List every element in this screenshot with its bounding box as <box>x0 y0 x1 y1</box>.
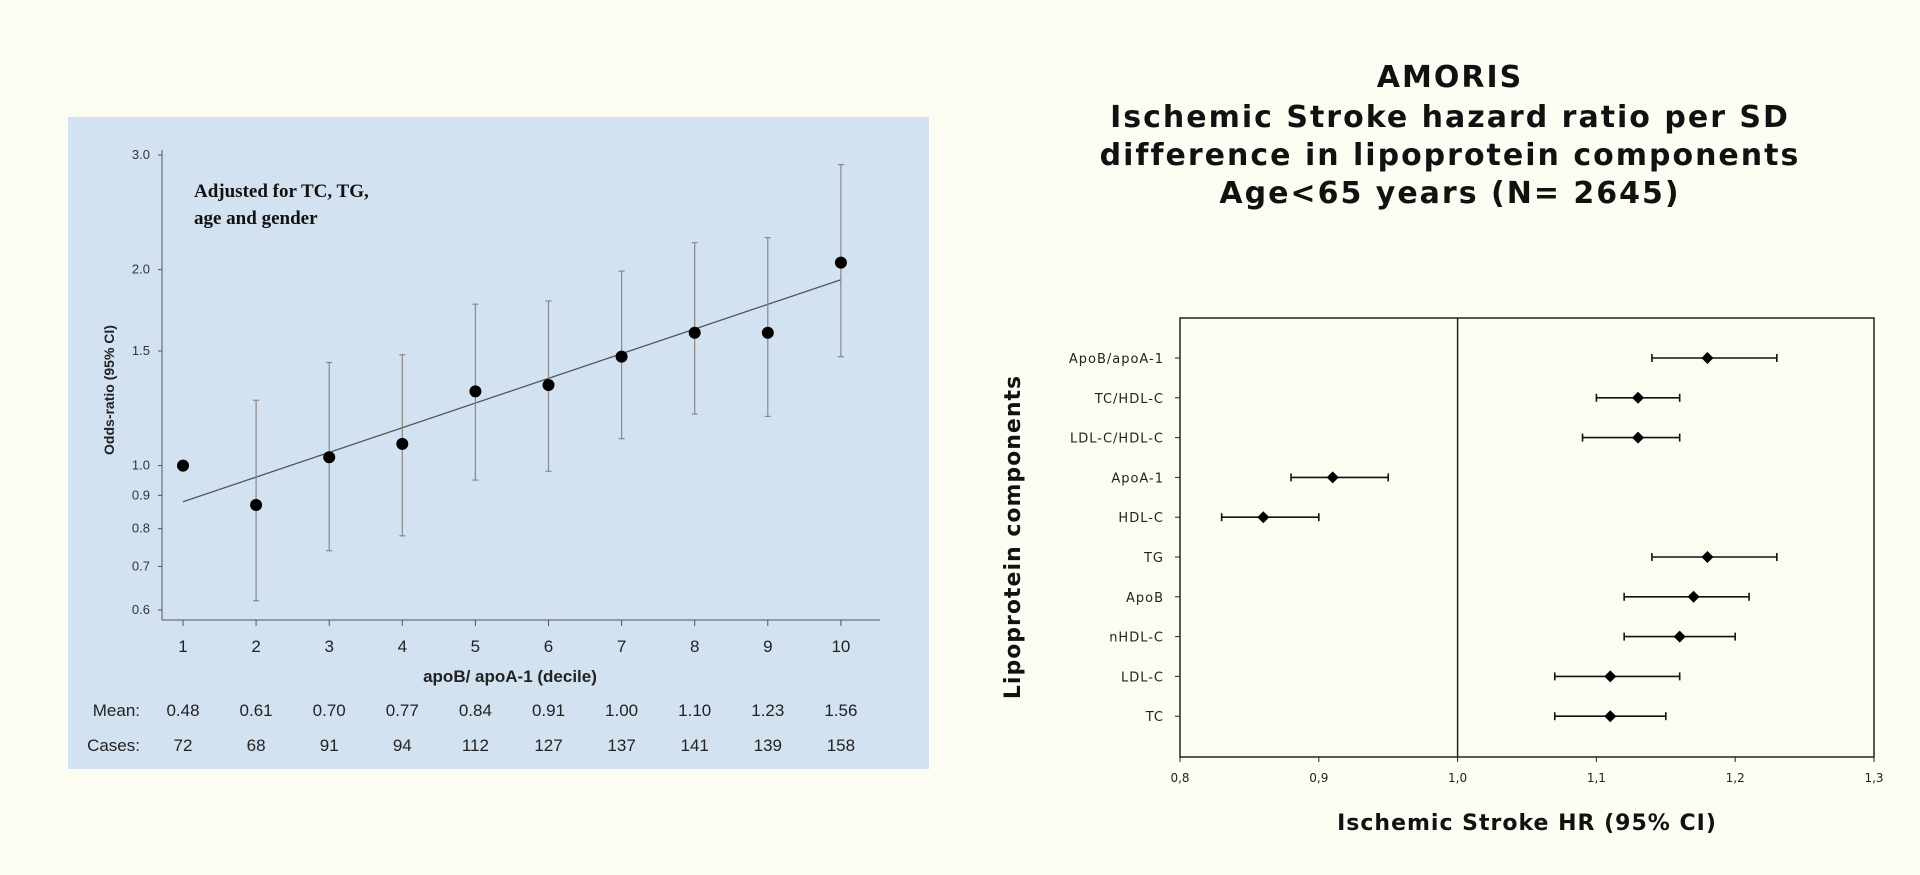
point-estimate <box>1632 391 1645 404</box>
x-tick-label: 4 <box>398 637 407 656</box>
table-cell: 158 <box>827 736 855 755</box>
left-chart-panel <box>68 117 929 769</box>
x-tick-label: 1,1 <box>1587 771 1606 785</box>
chart-title-line: Ischemic Stroke hazard ratio per SD <box>1110 100 1790 135</box>
table-cell: 127 <box>534 736 562 755</box>
data-point <box>177 459 189 472</box>
table-cell: 72 <box>174 736 193 755</box>
data-point <box>761 326 774 339</box>
y-tick-label: 0.6 <box>132 602 150 617</box>
chart-annotation: age and gender <box>194 208 318 229</box>
table-cell: 139 <box>754 736 782 755</box>
table-cell: 0.91 <box>532 701 565 720</box>
data-point <box>250 498 263 511</box>
trend-line <box>182 279 842 503</box>
x-tick-label: 6 <box>544 637 553 656</box>
point-estimate <box>1257 511 1270 524</box>
point-estimate <box>1701 352 1714 364</box>
point-estimate <box>1326 471 1339 484</box>
data-point <box>615 350 628 363</box>
category-label: nHDL-C <box>1109 631 1164 646</box>
point-estimate <box>1701 551 1714 563</box>
x-tick-label: 0,8 <box>1170 771 1189 785</box>
table-cell: 1.56 <box>824 701 857 720</box>
table-cell: 91 <box>320 736 339 755</box>
table-cell: 137 <box>607 736 635 755</box>
x-tick-label: 1 <box>178 637 187 656</box>
y-axis-label: Odds-ratio (95% CI) <box>101 325 117 455</box>
x-tick-label: 8 <box>690 637 699 656</box>
table-cell: 0.48 <box>166 701 199 720</box>
x-tick-label: 1,2 <box>1726 771 1745 785</box>
x-tick-label: 3 <box>324 637 333 656</box>
category-label: ApoB/apoA-1 <box>1069 352 1164 367</box>
table-row-label: Mean: <box>93 701 140 720</box>
y-tick-label: 0.7 <box>132 558 150 573</box>
data-point <box>688 326 701 339</box>
chart-title-line: Age<65 years (N= 2645) <box>1219 176 1680 211</box>
x-tick-label: 0,9 <box>1309 771 1328 785</box>
table-cell: 1.00 <box>605 701 638 720</box>
category-label: TC <box>1145 710 1164 725</box>
y-tick-label: 1.5 <box>132 343 150 358</box>
y-tick-label: 0.9 <box>132 487 150 502</box>
x-tick-label: 1,0 <box>1448 771 1467 785</box>
y-axis-label: Lipoprotein components <box>1001 375 1026 699</box>
table-cell: 1.23 <box>751 701 784 720</box>
x-axis-label: apoB/ apoA-1 (decile) <box>423 667 597 686</box>
x-tick-label: 5 <box>471 637 480 656</box>
x-tick-label: 1,3 <box>1864 771 1883 785</box>
category-label: ApoA-1 <box>1111 471 1164 486</box>
x-tick-label: 2 <box>251 637 260 656</box>
category-label: LDL-C <box>1121 670 1164 685</box>
point-estimate <box>1604 670 1617 683</box>
x-tick-label: 10 <box>831 637 850 656</box>
x-tick-label: 7 <box>617 637 626 656</box>
table-cell: 0.77 <box>386 701 419 720</box>
data-point <box>396 437 409 450</box>
table-row-label: Cases: <box>87 736 140 755</box>
y-tick-label: 0.8 <box>132 521 150 536</box>
category-label: LDL-C/HDL-C <box>1070 432 1164 447</box>
table-cell: 94 <box>393 736 412 755</box>
y-tick-label: 1.0 <box>132 458 150 473</box>
data-point <box>469 385 482 398</box>
table-cell: 0.61 <box>240 701 273 720</box>
table-cell: 1.10 <box>678 701 711 720</box>
point-estimate <box>1673 630 1686 643</box>
category-label: TC/HDL-C <box>1094 392 1164 407</box>
chart-title-line: AMORIS <box>1377 60 1523 95</box>
category-label: TG <box>1143 551 1164 566</box>
table-cell: 0.84 <box>459 701 492 720</box>
category-label: HDL-C <box>1118 511 1164 526</box>
x-tick-label: 9 <box>763 637 772 656</box>
table-cell: 112 <box>462 736 489 755</box>
point-estimate <box>1687 590 1700 603</box>
data-point <box>542 378 555 391</box>
x-axis-label: Ischemic Stroke HR (95% CI) <box>1337 811 1717 836</box>
table-cell: 141 <box>681 736 709 755</box>
category-label: ApoB <box>1126 591 1164 606</box>
plot-frame <box>1179 317 1875 758</box>
point-estimate <box>1632 431 1645 444</box>
data-point <box>834 256 847 269</box>
point-estimate <box>1604 710 1617 723</box>
table-cell: 68 <box>247 736 266 755</box>
y-tick-label: 3.0 <box>132 147 150 162</box>
table-cell: 0.70 <box>313 701 346 720</box>
y-tick-label: 2.0 <box>132 262 150 277</box>
chart-annotation: Adjusted for TC, TG, <box>194 181 369 202</box>
chart-title-line: difference in lipoprotein components <box>1100 138 1801 173</box>
data-point <box>323 451 336 464</box>
